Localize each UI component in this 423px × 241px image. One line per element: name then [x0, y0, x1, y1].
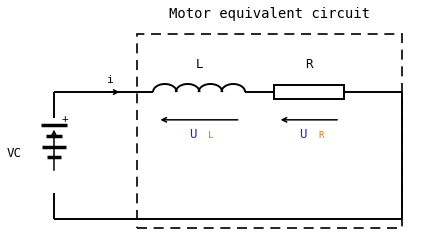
Text: i: i — [107, 75, 113, 85]
Text: VC: VC — [6, 147, 21, 160]
Text: U: U — [190, 128, 197, 141]
Text: R: R — [305, 58, 313, 71]
Text: +: + — [61, 114, 68, 124]
Text: L: L — [208, 131, 214, 140]
Bar — [137, 34, 402, 228]
Text: L: L — [195, 58, 203, 71]
Text: U: U — [299, 128, 307, 141]
Bar — [274, 85, 344, 99]
Text: R: R — [318, 131, 324, 140]
Text: Motor equivalent circuit: Motor equivalent circuit — [169, 7, 370, 21]
